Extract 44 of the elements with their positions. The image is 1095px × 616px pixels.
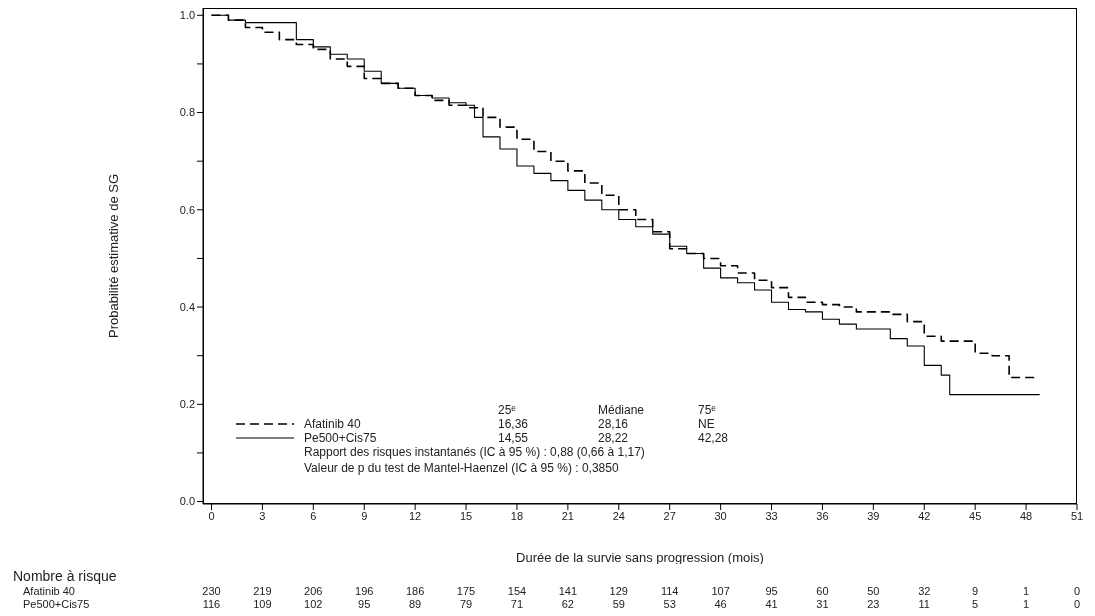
annotation: Médiane (598, 403, 645, 417)
y-tick-label: 0.0 (179, 495, 195, 508)
text: 116 109 102 95 89 79 71 62 59 53 46 41 31 23 11 5 1 0 (202, 598, 1081, 610)
annotation: Rapport des risques instantanés (IC à 95 %) : 0,88 (0,66 à 1,17) (304, 445, 645, 459)
x-tick-label: 39 (867, 509, 880, 522)
x-tick-label: 33 (765, 509, 778, 522)
x-tick-label: 18 (510, 509, 524, 522)
annotation: 28,16 (598, 417, 629, 431)
y-axis-title: Probabilité estimative de SG (105, 173, 121, 339)
x-tick-label: 51 (1070, 509, 1084, 522)
x-tick-label: 21 (561, 509, 574, 522)
x-tick-label: 9 (361, 509, 368, 522)
y-tick-label: 0.2 (179, 398, 195, 411)
text: Afatinib 40 (23, 585, 75, 597)
annotation: 25ᵉ (498, 403, 516, 417)
annotation: 42,28 (698, 431, 729, 445)
annotation: 16,36 (498, 417, 529, 431)
y-tick-label: 1.0 (179, 9, 195, 22)
annotation: NE (698, 417, 715, 431)
x-tick-label: 42 (918, 509, 931, 522)
legend-label: Afatinib 40 (304, 417, 361, 431)
x-tick-label: 24 (612, 509, 625, 522)
x-tick-label: 45 (969, 509, 982, 522)
x-tick-label: 6 (310, 509, 317, 522)
x-tick-label: 27 (663, 509, 676, 522)
annotation: Valeur de p du test de Mantel-Haenzel (IC à 95 %) : 0,3850 (304, 461, 619, 475)
x-tick-label: 0 (208, 509, 215, 522)
x-tick-label: 12 (409, 509, 422, 522)
x-tick-label: 48 (1019, 509, 1033, 522)
annotation: 14,55 (498, 431, 529, 445)
y-tick-label: 0.4 (179, 300, 195, 313)
x-tick-label: 30 (714, 509, 727, 522)
x-axis-title: Durée de la survie sans progression (mois) (516, 550, 764, 565)
y-tick-label: 0.8 (179, 106, 195, 119)
legend-label: Pe500+Cis75 (304, 431, 377, 445)
text: Pe500+Cis75 (23, 598, 90, 610)
x-tick-label: 36 (816, 509, 829, 522)
y-tick-label: 0.6 (179, 203, 195, 216)
text: 230 219 206 196 186 175 154 141 129 114 107 95 60 50 32 9 1 0 (202, 585, 1081, 597)
annotation: 75ᵉ (698, 403, 716, 417)
x-tick-label: 3 (259, 509, 266, 522)
x-tick-label: 15 (459, 509, 473, 522)
annotation: 28,22 (598, 431, 629, 445)
text: Nombre à risque (13, 568, 117, 584)
